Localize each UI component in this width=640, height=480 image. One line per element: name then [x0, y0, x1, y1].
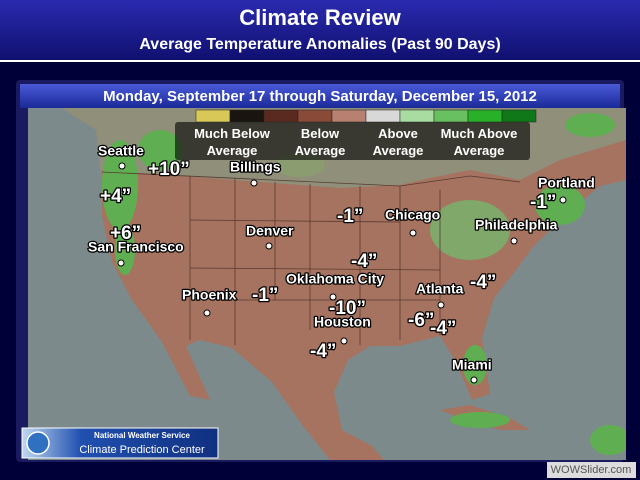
city-dot: [203, 309, 211, 317]
city-label: Seattle: [98, 143, 144, 159]
anomaly-label: -1”: [530, 192, 556, 213]
swatch: [501, 109, 537, 123]
city-label: Denver: [246, 223, 294, 239]
legend-label: Above Average: [373, 126, 424, 158]
anomaly-label: -4”: [470, 272, 496, 293]
city-dot: [117, 259, 125, 267]
city-dot: [559, 196, 567, 204]
logo-line1: National Weather Service: [94, 431, 190, 440]
anomaly-label: -1”: [252, 285, 278, 306]
city-label: Philadelphia: [475, 217, 558, 233]
city-label: San Francisco: [88, 239, 184, 255]
watermark: WOWSlider.com: [551, 464, 632, 476]
anomaly-label: +10”: [148, 159, 190, 180]
logo-emblem: [26, 431, 50, 455]
anomaly-label: +4”: [100, 186, 131, 207]
legend-swatches: [195, 109, 537, 123]
swatch: [297, 109, 333, 123]
anomaly-label: -4”: [310, 341, 336, 362]
city-label: Phoenix: [182, 287, 237, 303]
city-label: Portland: [538, 175, 595, 191]
anomaly-label: -4”: [351, 251, 377, 272]
city-dot: [510, 237, 518, 245]
date-bar: [20, 84, 620, 108]
city-dot: [470, 376, 478, 384]
anomaly-label: +6”: [110, 223, 141, 244]
state-lines: [101, 171, 521, 345]
legend-label: Much Below Average: [194, 126, 271, 158]
logo-line2: Climate Prediction Center: [79, 444, 205, 456]
city-label: Houston: [314, 314, 371, 330]
city-dot: [340, 337, 348, 345]
anomaly-label: -6”: [408, 310, 434, 331]
legend-label: Much Above Average: [441, 126, 518, 158]
city-dot: [265, 242, 273, 250]
legend-box: [175, 122, 530, 160]
watermark-box: [547, 462, 636, 478]
anomaly-label: -1”: [337, 206, 363, 227]
swatch: [433, 109, 469, 123]
header-rule: [0, 60, 640, 62]
swatch: [399, 109, 435, 123]
city-label: Oklahoma City: [286, 271, 384, 287]
city-dot: [118, 162, 126, 170]
legend-label: Below Average: [295, 126, 346, 158]
anomaly-label: -4”: [430, 318, 456, 339]
swatch: [195, 109, 231, 123]
swatch: [467, 109, 503, 123]
city-dot: [329, 293, 337, 301]
swatch: [229, 109, 265, 123]
subtitle: Average Temperature Anomalies (Past 90 D…: [139, 36, 500, 53]
anomaly-label: -10”: [329, 298, 366, 319]
city-label: Billings: [230, 159, 281, 175]
header-band: [0, 0, 640, 60]
city-label: Miami: [452, 357, 492, 373]
city-label: Atlanta: [416, 281, 464, 297]
swatch: [365, 109, 401, 123]
swatch: [263, 109, 299, 123]
swatch: [331, 109, 367, 123]
city-label: Chicago: [385, 207, 440, 223]
green-areas: [102, 113, 626, 455]
city-dot: [250, 179, 258, 187]
map: [28, 108, 626, 460]
date-range: Monday, September 17 through Saturday, D…: [103, 88, 537, 105]
city-dot: [437, 301, 445, 309]
logo-box: [21, 427, 219, 459]
title: Climate Review: [239, 5, 401, 30]
city-dot: [409, 229, 417, 237]
